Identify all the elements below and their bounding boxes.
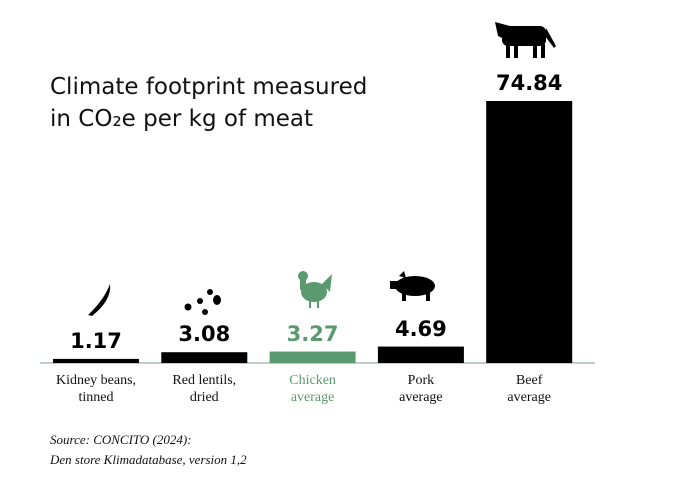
x-tick-label: Red lentils, dried [172, 373, 237, 405]
value-label: 3.08 [178, 322, 231, 347]
bar [269, 351, 356, 363]
value-label: 1.17 [70, 328, 122, 353]
chart-title: in CO₂e per kg of meat [50, 106, 314, 132]
x-tick-label: Beef average [507, 373, 551, 405]
value-label: 74.84 [495, 71, 563, 95]
source: Source: CONCITO (2024): [50, 432, 192, 447]
icon-cow [495, 22, 556, 58]
x-tick-label: Pork average [399, 373, 443, 405]
chart-title: Climate footprint measured [50, 74, 368, 100]
source: Den store Klimadatabase, version 1,2 [50, 452, 247, 467]
bar [53, 358, 139, 363]
icon-chicken [298, 271, 332, 308]
value-label: 4.69 [394, 316, 447, 341]
bar [377, 346, 464, 363]
bar [161, 352, 248, 363]
value-label: 3.27 [286, 321, 339, 346]
icon-pig [390, 271, 435, 301]
x-tick-label: Kidney beans, tinned [55, 373, 137, 405]
x-tick-label: Chicken average [289, 373, 336, 405]
icon-bean [88, 284, 111, 316]
bar [486, 101, 573, 363]
icon-lentils [184, 289, 221, 315]
